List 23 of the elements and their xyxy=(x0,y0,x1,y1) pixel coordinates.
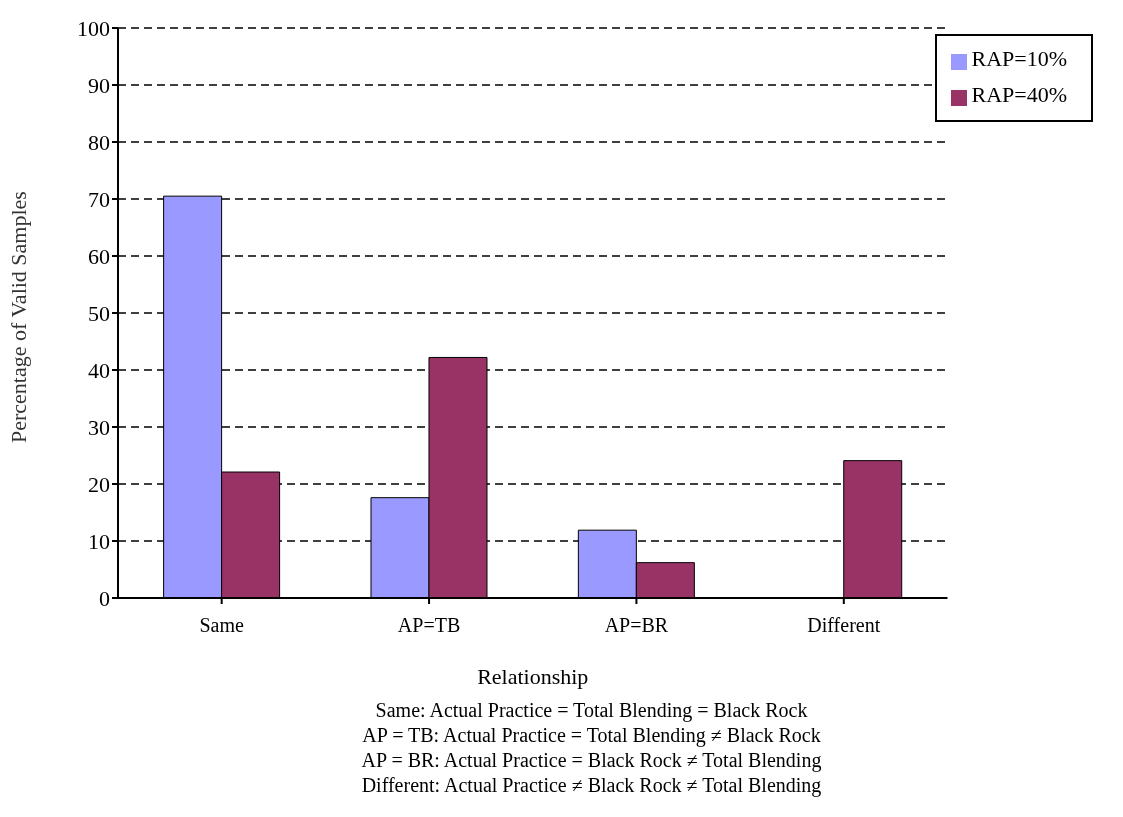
text: Different: Actual Practice ≠ Black Rock ≠ Total Blending xyxy=(360,773,823,798)
legend-label: RAP=10% xyxy=(971,46,1067,71)
text: AP = TB: Actual Practice = Total Blending ≠ Black Rock xyxy=(361,723,822,748)
x-tick-label: AP=TB xyxy=(397,614,461,637)
y-tick-label: 50 xyxy=(88,300,110,326)
y-tick-label: 30 xyxy=(88,414,110,440)
y-tick-label: 70 xyxy=(88,186,110,212)
y-tick-label: 40 xyxy=(88,357,110,383)
x-tick-label: Same xyxy=(199,614,245,637)
x-tick-label: Different xyxy=(807,614,881,637)
y-tick-label: 100 xyxy=(77,15,110,41)
y-tick-label: 60 xyxy=(88,243,110,269)
y-axis-title: Percentage of Valid Samples xyxy=(5,191,31,443)
y-tick-label: 0 xyxy=(99,585,110,611)
text: AP = BR: Actual Practice = Black Rock ≠ Total Blending xyxy=(360,748,823,773)
x-axis-title: Relationship xyxy=(477,664,589,689)
y-tick-label: 90 xyxy=(88,72,110,98)
x-tick-label: AP=BR xyxy=(604,614,669,637)
legend-label: RAP=40% xyxy=(971,82,1067,107)
y-tick-label: 10 xyxy=(88,528,110,554)
y-tick-label: 20 xyxy=(88,471,110,497)
text: Same: Actual Practice = Total Blending = Black Rock xyxy=(374,698,809,723)
y-tick-label: 80 xyxy=(88,129,110,155)
